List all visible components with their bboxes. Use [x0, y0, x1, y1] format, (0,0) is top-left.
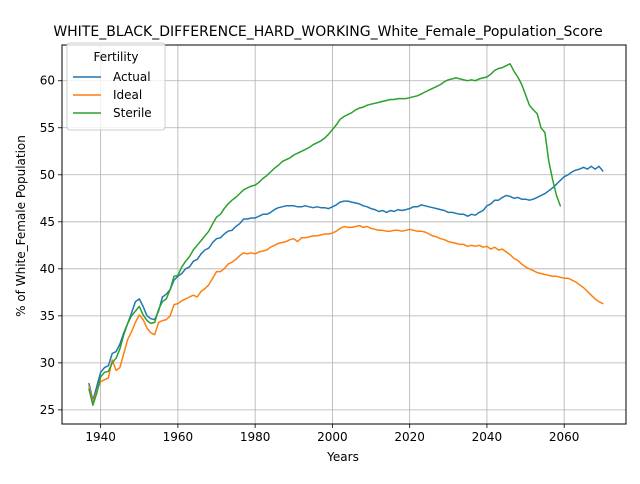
x-tick-label: 2040: [472, 430, 503, 444]
y-tick-label: 35: [40, 309, 55, 323]
y-tick-label: 25: [40, 403, 55, 417]
y-tick-label: 50: [40, 168, 55, 182]
x-tick-label: 2060: [549, 430, 580, 444]
series-line-actual: [88, 165, 604, 402]
legend-box: [66, 42, 166, 131]
y-tick-label: 55: [40, 121, 55, 135]
legend: Fertility Actual Ideal Sterile: [66, 42, 166, 131]
y-tick-label: 30: [40, 356, 55, 370]
legend-entries: Actual Ideal Sterile: [73, 70, 152, 120]
y-tick-label: 60: [40, 74, 55, 88]
plot-frame: [61, 44, 627, 425]
x-tick-label: 2000: [317, 430, 348, 444]
legend-label-sterile: Sterile: [113, 106, 152, 120]
axis-ticks: 1940 1960 1980 2000 2020 2040 2060 25 30 35 40 45 50…: [40, 74, 580, 444]
legend-title: Fertility: [93, 50, 138, 64]
series-lines: [88, 63, 604, 406]
y-axis-label: % of White_Female Population: [14, 135, 28, 317]
chart-title: WHITE_BLACK_DIFFERENCE_HARD_WORKING_Whit…: [53, 24, 602, 40]
legend-label-ideal: Ideal: [113, 88, 142, 102]
x-axis-label: Years: [326, 450, 359, 464]
y-tick-label: 45: [40, 215, 55, 229]
legend-label-actual: Actual: [113, 70, 151, 84]
x-tick-label: 1980: [240, 430, 271, 444]
series-line-sterile: [88, 63, 562, 406]
series-line-ideal: [88, 224, 604, 404]
grid: [62, 45, 626, 424]
x-tick-label: 1960: [163, 430, 194, 444]
x-tick-label: 1940: [85, 430, 116, 444]
y-tick-label: 40: [40, 262, 55, 276]
x-tick-label: 2020: [394, 430, 425, 444]
